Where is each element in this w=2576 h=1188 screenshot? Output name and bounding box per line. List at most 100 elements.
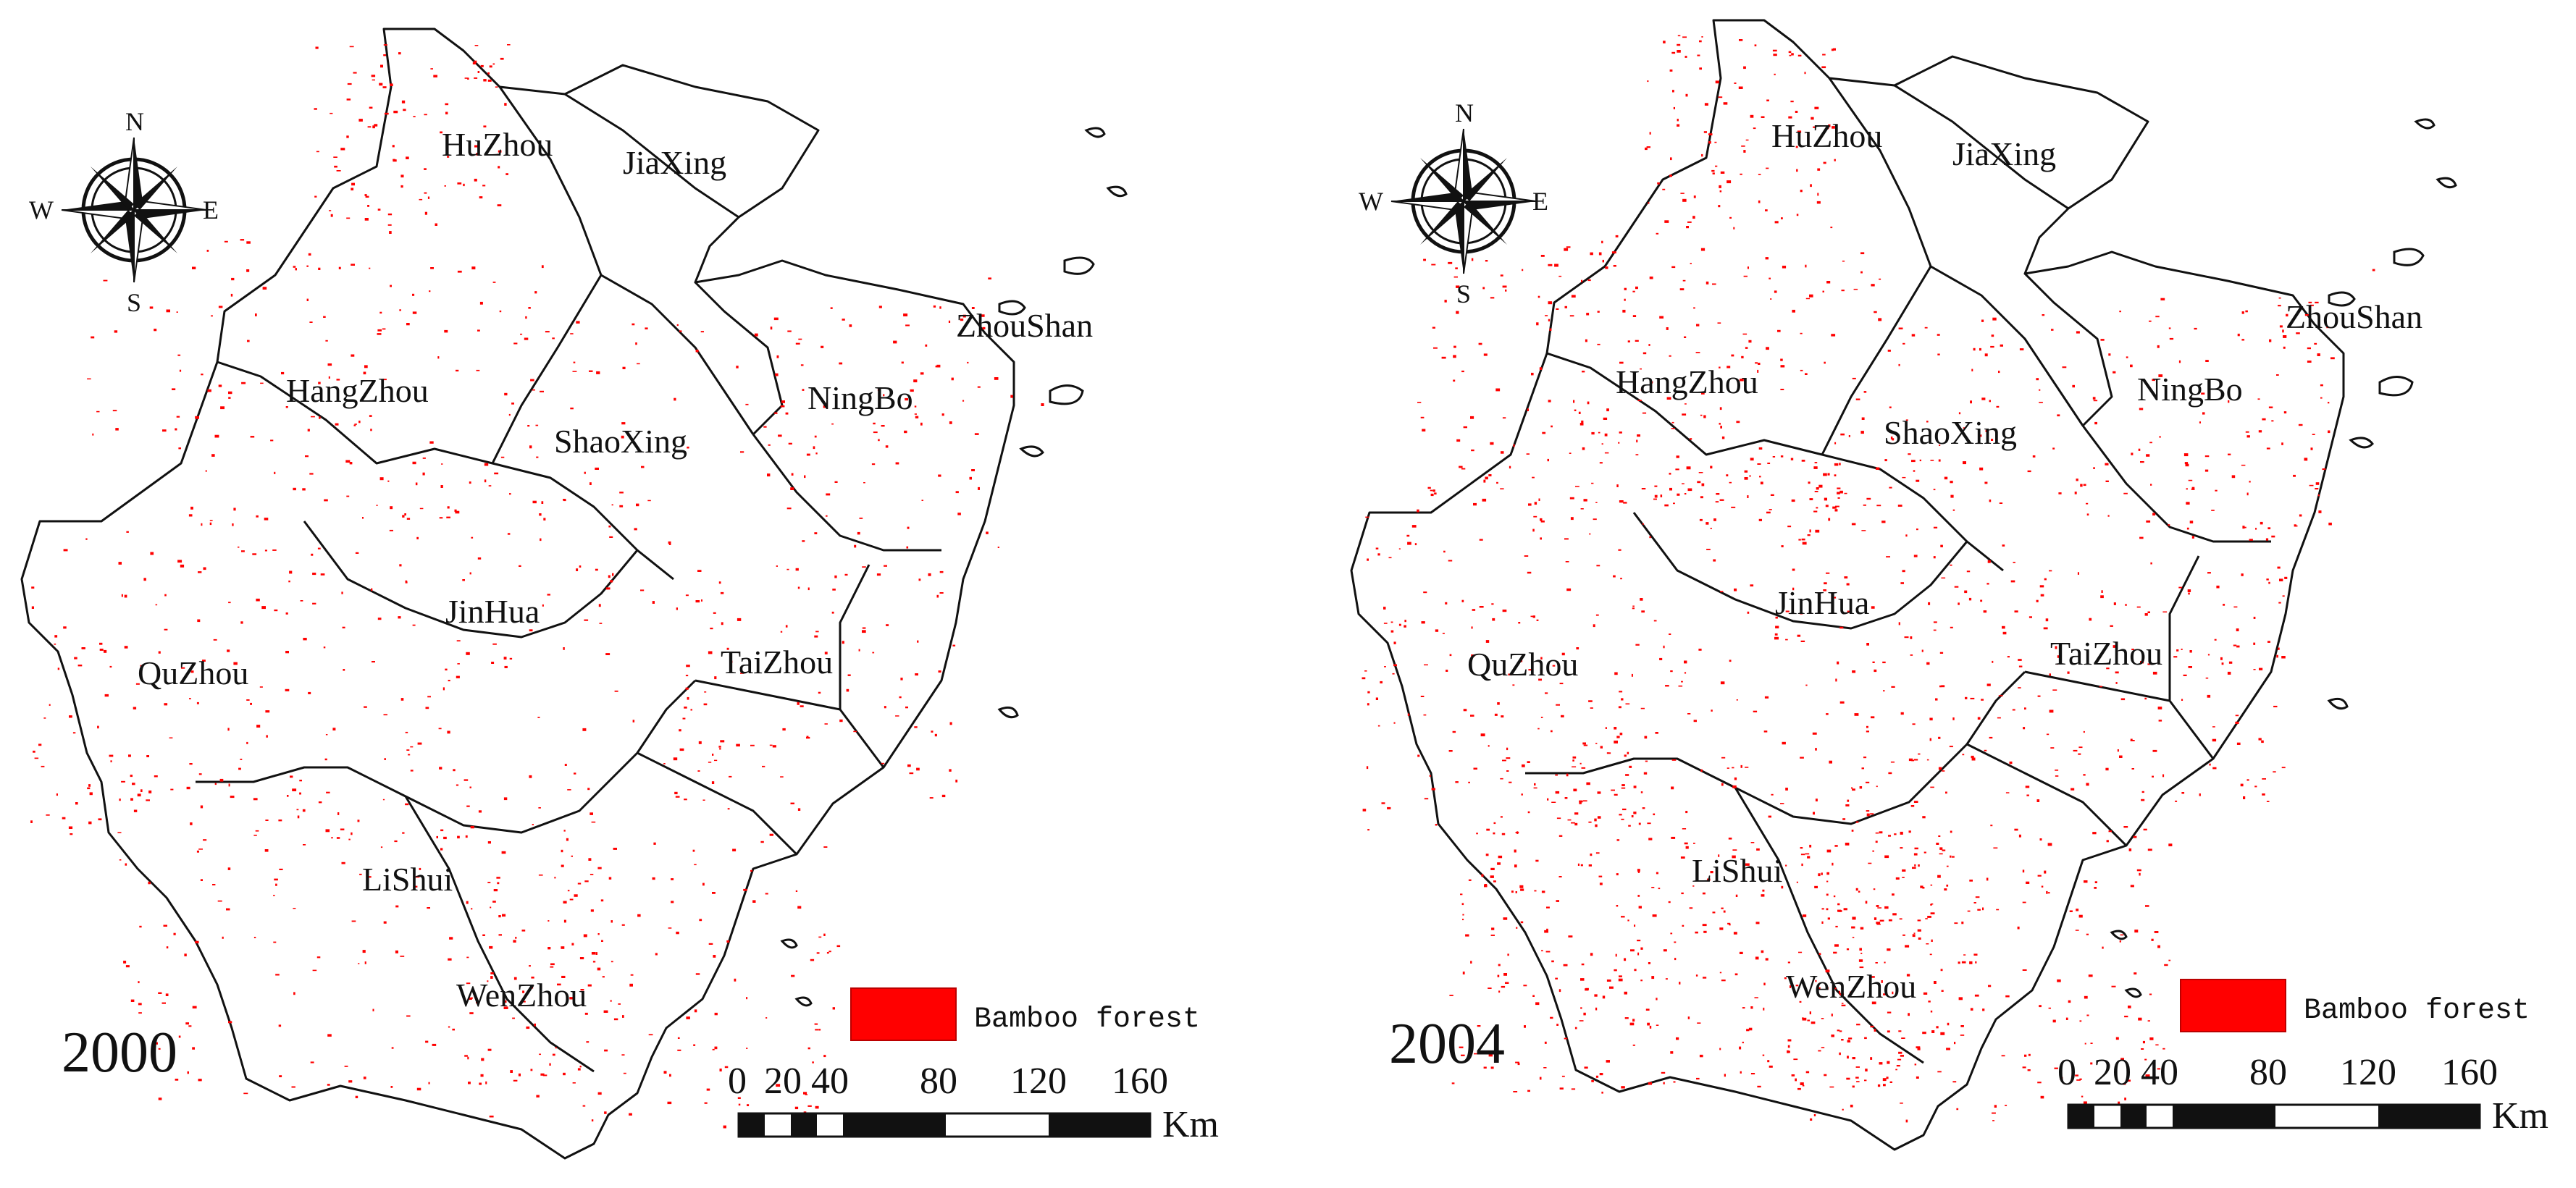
bamboo-speck: [146, 799, 150, 801]
bamboo-speck: [34, 757, 39, 759]
bamboo-speck: [1483, 479, 1486, 483]
bamboo-speck: [1503, 973, 1507, 976]
bamboo-speck: [214, 434, 219, 438]
bamboo-speck: [177, 354, 181, 356]
bamboo-speck: [1595, 743, 1598, 744]
bamboo-speck: [727, 808, 730, 810]
bamboo-speck: [1545, 951, 1551, 953]
bamboo-speck: [634, 528, 637, 531]
bamboo-speck: [1495, 388, 1501, 392]
bamboo-speck: [1541, 950, 1543, 952]
bamboo-speck: [1973, 347, 1976, 351]
bamboo-speck: [1699, 67, 1702, 70]
bamboo-speck: [2201, 392, 2205, 395]
bamboo-speck: [471, 266, 476, 270]
bamboo-speck: [1522, 269, 1524, 271]
bamboo-speck: [1963, 954, 1966, 956]
bamboo-speck: [612, 573, 614, 576]
bamboo-speck: [1703, 415, 1706, 418]
bamboo-speck: [2130, 364, 2133, 368]
bamboo-speck: [997, 547, 999, 548]
bamboo-speck: [1490, 935, 1495, 936]
bamboo-speck: [2181, 649, 2183, 650]
bamboo-speck: [438, 728, 442, 730]
bamboo-speck: [1619, 500, 1624, 503]
bamboo-speck: [2304, 314, 2309, 316]
bamboo-speck: [571, 943, 574, 945]
bamboo-speck: [369, 415, 372, 417]
bamboo-speck: [679, 729, 681, 732]
bamboo-speck: [2259, 667, 2263, 670]
bamboo-speck: [2081, 1095, 2084, 1098]
bamboo-speck: [2099, 686, 2102, 688]
bamboo-speck: [1556, 900, 1559, 902]
bamboo-speck: [1895, 1069, 1897, 1071]
bamboo-speck: [925, 344, 928, 347]
bamboo-speck: [1593, 518, 1597, 521]
bamboo-speck: [2134, 972, 2137, 975]
bamboo-speck: [1685, 846, 1689, 849]
bamboo-speck: [1905, 945, 1910, 948]
bamboo-speck: [1486, 828, 1490, 831]
bamboo-speck: [1839, 1030, 1842, 1032]
bamboo-speck: [422, 458, 426, 459]
bamboo-speck: [1620, 578, 1622, 580]
bamboo-speck: [1774, 633, 1778, 636]
bamboo-speck: [1362, 677, 1366, 680]
bamboo-speck: [56, 793, 58, 796]
bamboo-speck: [1873, 888, 1876, 890]
bamboo-speck: [427, 907, 430, 909]
bamboo-speck: [1682, 198, 1687, 202]
bamboo-speck: [2191, 486, 2195, 490]
bamboo-speck: [1501, 451, 1504, 454]
bamboo-speck: [453, 769, 456, 772]
bamboo-speck: [1845, 804, 1850, 806]
bamboo-speck: [1916, 1046, 1921, 1049]
bamboo-speck: [1663, 645, 1665, 649]
bamboo-speck: [1674, 958, 1677, 961]
year-label: 2004: [1389, 1012, 1505, 1076]
bamboo-speck: [1571, 1088, 1576, 1090]
bamboo-speck: [622, 1015, 624, 1018]
bamboo-speck: [2126, 356, 2128, 358]
bamboo-speck: [463, 183, 465, 187]
bamboo-speck: [408, 754, 411, 756]
bamboo-speck: [1937, 334, 1940, 336]
bamboo-speck: [158, 1098, 162, 1100]
bamboo-speck: [1743, 275, 1748, 277]
bamboo-speck: [834, 575, 837, 578]
bamboo-speck: [1687, 488, 1692, 492]
compass-east: E: [203, 195, 219, 224]
bamboo-speck: [1981, 397, 1986, 400]
bamboo-speck: [1946, 884, 1949, 887]
bamboo-speck: [1898, 622, 1900, 625]
bamboo-speck: [383, 921, 387, 924]
bamboo-speck: [1887, 1011, 1892, 1014]
bamboo-speck: [1916, 480, 1919, 482]
bamboo-speck: [1839, 463, 1841, 465]
bamboo-speck: [818, 691, 821, 694]
bamboo-speck: [1900, 847, 1903, 849]
bamboo-speck: [1577, 863, 1579, 866]
bamboo-speck: [1506, 757, 1511, 759]
bamboo-speck: [1938, 736, 1941, 739]
bamboo-speck: [679, 330, 682, 332]
bamboo-speck: [637, 363, 640, 365]
bamboo-speck: [679, 748, 684, 751]
bamboo-speck: [324, 499, 328, 502]
bamboo-speck: [240, 621, 243, 624]
bamboo-speck: [561, 975, 566, 978]
bamboo-speck: [2092, 397, 2096, 400]
bamboo-speck: [436, 835, 438, 838]
region-label-hangzhou: HangZhou: [286, 372, 429, 409]
bamboo-speck: [241, 382, 246, 384]
bamboo-speck: [1791, 499, 1795, 502]
bamboo-speck: [1544, 1041, 1547, 1044]
bamboo-speck: [738, 1103, 741, 1106]
bamboo-speck: [1663, 949, 1667, 952]
bamboo-speck: [1534, 502, 1537, 505]
bamboo-speck: [1719, 366, 1721, 368]
bamboo-speck: [1532, 995, 1535, 997]
bamboo-speck: [1734, 83, 1737, 84]
bamboo-speck: [2083, 484, 2086, 486]
